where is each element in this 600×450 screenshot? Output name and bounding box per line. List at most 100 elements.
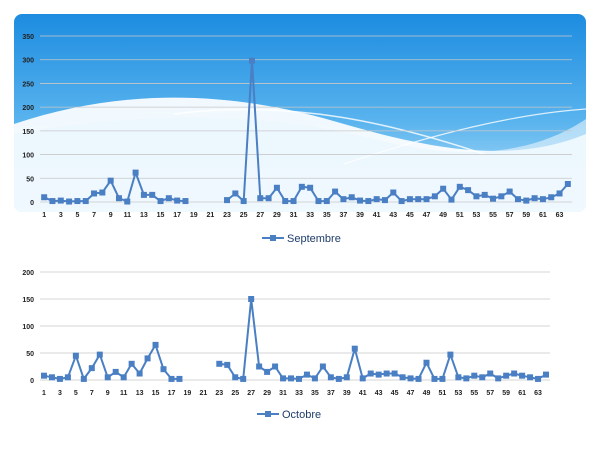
data-point xyxy=(448,196,455,203)
data-point xyxy=(265,195,272,202)
data-point xyxy=(523,197,530,204)
x-tick-label: 37 xyxy=(340,212,348,219)
data-point xyxy=(548,194,555,201)
data-point xyxy=(104,374,111,381)
data-point xyxy=(335,375,342,382)
x-tick-label: 55 xyxy=(470,390,478,397)
data-point xyxy=(503,372,510,379)
data-point xyxy=(80,375,87,382)
data-point xyxy=(539,196,546,203)
data-point xyxy=(182,198,189,205)
data-point xyxy=(359,375,366,382)
data-point xyxy=(232,190,239,197)
x-tick-label: 3 xyxy=(59,212,63,219)
data-point xyxy=(511,370,518,377)
x-tick-label: 11 xyxy=(124,212,132,219)
x-tick-label: 39 xyxy=(356,212,364,219)
data-point xyxy=(535,375,542,382)
data-point xyxy=(174,197,181,204)
data-point xyxy=(96,351,103,358)
x-tick-label: 11 xyxy=(120,390,128,397)
data-point xyxy=(72,352,79,359)
data-point xyxy=(471,372,478,379)
y-tick-label: 50 xyxy=(26,351,34,358)
data-point xyxy=(319,363,326,370)
data-point xyxy=(248,296,255,302)
x-tick-label: 31 xyxy=(290,212,298,219)
data-point xyxy=(495,375,502,382)
x-tick-label: 35 xyxy=(323,212,331,219)
data-point xyxy=(165,195,172,202)
legend-label: Octobre xyxy=(282,409,321,421)
data-point xyxy=(381,197,388,204)
data-point xyxy=(248,57,255,64)
legend-label: Septembre xyxy=(287,233,341,245)
data-point xyxy=(49,198,56,205)
data-point xyxy=(282,198,289,205)
x-tick-label: 45 xyxy=(391,390,399,397)
data-point xyxy=(447,351,454,358)
data-point xyxy=(168,375,175,382)
data-point xyxy=(564,180,571,187)
data-point xyxy=(112,368,119,375)
x-tick-label: 47 xyxy=(423,212,431,219)
data-point xyxy=(298,183,305,190)
y-tick-label: 100 xyxy=(22,153,34,160)
x-tick-label: 61 xyxy=(518,390,526,397)
x-tick-label: 19 xyxy=(190,212,198,219)
data-point xyxy=(140,191,147,198)
data-point xyxy=(375,371,382,378)
x-tick-label: 59 xyxy=(522,212,530,219)
data-point xyxy=(40,372,47,379)
data-point xyxy=(82,198,89,205)
data-point xyxy=(455,374,462,381)
data-point xyxy=(280,375,287,382)
data-point xyxy=(390,189,397,196)
data-point xyxy=(357,197,364,204)
data-point xyxy=(487,370,494,377)
data-point xyxy=(288,375,295,382)
data-point xyxy=(431,193,438,200)
data-point xyxy=(514,196,521,203)
x-tick-label: 17 xyxy=(168,390,176,397)
x-tick-label: 33 xyxy=(295,390,303,397)
data-point xyxy=(256,363,263,370)
data-point xyxy=(224,197,231,204)
data-point xyxy=(398,198,405,205)
x-tick-label: 53 xyxy=(473,212,481,219)
x-tick-label: 5 xyxy=(75,212,79,219)
data-point xyxy=(365,198,372,205)
x-tick-label: 15 xyxy=(152,390,160,397)
x-tick-label: 3 xyxy=(58,390,62,397)
x-tick-label: 23 xyxy=(223,212,231,219)
x-tick-label: 21 xyxy=(207,212,215,219)
data-point xyxy=(224,361,231,368)
x-tick-label: 25 xyxy=(231,390,239,397)
x-tick-label: 7 xyxy=(92,212,96,219)
data-point xyxy=(383,370,390,377)
y-tick-label: 200 xyxy=(22,270,34,277)
x-tick-label: 33 xyxy=(306,212,314,219)
data-point xyxy=(257,195,264,202)
data-point xyxy=(506,188,513,195)
x-tick-label: 9 xyxy=(106,390,110,397)
x-tick-label: 61 xyxy=(539,212,547,219)
data-point xyxy=(132,169,139,176)
x-tick-label: 37 xyxy=(327,390,335,397)
data-point xyxy=(481,191,488,198)
data-point xyxy=(272,363,279,370)
x-tick-label: 29 xyxy=(273,212,281,219)
data-point xyxy=(124,198,131,205)
data-point xyxy=(176,375,183,382)
data-point xyxy=(473,193,480,200)
data-point xyxy=(99,189,106,196)
y-tick-label: 250 xyxy=(22,81,34,88)
data-point xyxy=(479,374,486,381)
data-point xyxy=(351,345,358,352)
data-point xyxy=(343,374,350,381)
data-point xyxy=(216,360,223,367)
data-point xyxy=(423,196,430,203)
y-tick-label: 0 xyxy=(30,378,34,385)
data-point xyxy=(66,198,73,205)
data-point xyxy=(415,196,422,203)
